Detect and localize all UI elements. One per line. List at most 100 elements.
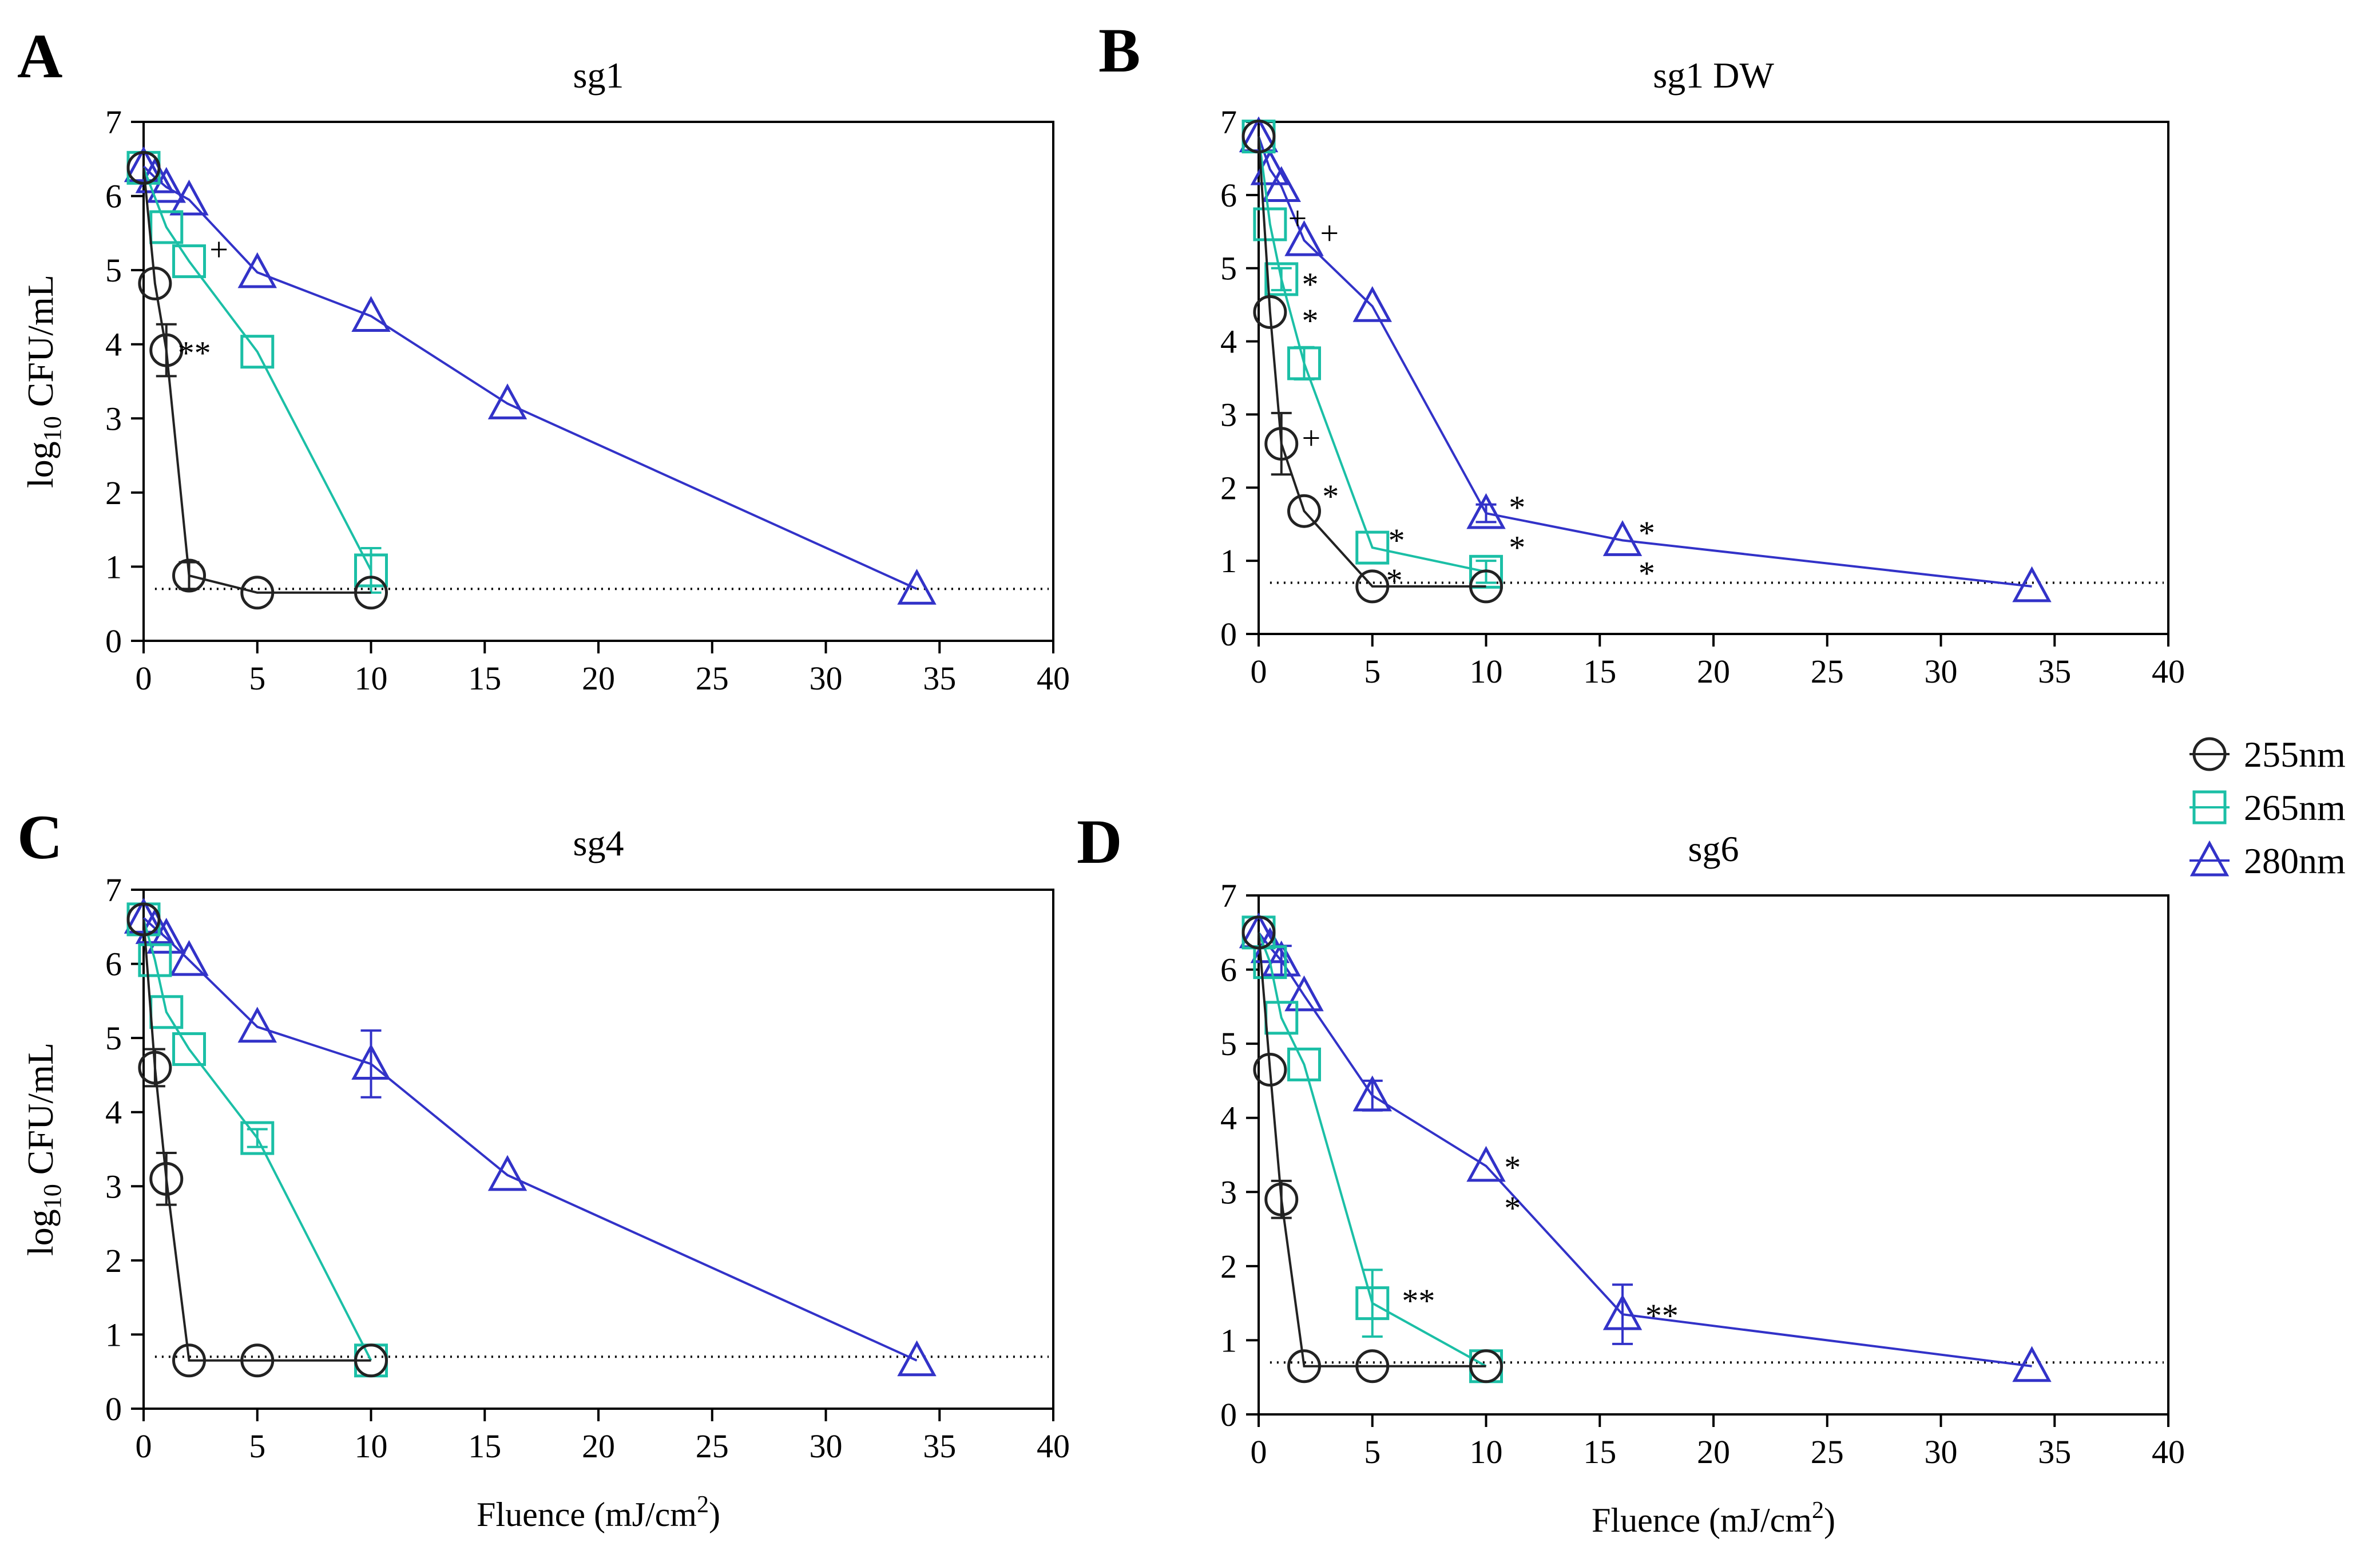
series-280nm <box>124 898 937 1377</box>
data-point <box>149 333 184 367</box>
data-point <box>351 1044 391 1080</box>
y-tick-label: 4 <box>1220 323 1237 360</box>
x-tick-label: 20 <box>582 660 615 697</box>
legend-label: 255nm <box>2244 734 2346 775</box>
data-point <box>1264 262 1299 296</box>
data-point <box>1355 530 1390 565</box>
plot-frame <box>142 889 1054 1410</box>
data-point <box>237 252 277 288</box>
data-point <box>897 1340 937 1377</box>
data-point <box>1352 286 1392 322</box>
x-tick-label: 30 <box>1925 1433 1958 1470</box>
series-255nm <box>1241 120 1503 604</box>
y-tick-label: 4 <box>105 326 122 363</box>
y-tick-label: 7 <box>1220 877 1237 914</box>
series-line <box>1258 932 1486 1367</box>
data-point <box>240 1121 275 1155</box>
data-point <box>1602 1294 1643 1330</box>
data-point <box>1602 520 1643 556</box>
y-tick-label: 3 <box>1220 396 1237 433</box>
panel-letter: B <box>1098 15 1140 85</box>
series-265nm <box>1241 915 1503 1383</box>
data-point <box>1287 1349 1321 1383</box>
plot-frame <box>142 121 1054 642</box>
legend-marker <box>2189 840 2230 877</box>
significance-mark: + <box>209 231 228 268</box>
series-265nm <box>1241 120 1503 589</box>
x-tick-label: 15 <box>1583 653 1616 690</box>
data-point <box>1355 1286 1390 1321</box>
data-point <box>138 266 172 300</box>
data-point <box>1253 295 1287 329</box>
data-point <box>240 335 275 369</box>
y-tick-label: 5 <box>1220 250 1237 287</box>
series-line <box>142 919 372 1361</box>
x-tick-label: 30 <box>1925 653 1958 690</box>
y-tick-label: 6 <box>105 946 122 983</box>
y-tick-label: 5 <box>105 1020 122 1057</box>
significance-mark: * <box>1322 478 1339 515</box>
series-line <box>142 165 918 590</box>
x-tick-label: 30 <box>810 1428 843 1465</box>
panel-title: sg4 <box>573 823 624 863</box>
data-point <box>354 1343 388 1378</box>
significance-mark: * <box>1386 562 1403 599</box>
x-tick-label: 0 <box>136 660 152 697</box>
panel-letter: C <box>17 802 62 872</box>
x-tick-label: 35 <box>923 660 956 697</box>
series-line <box>1258 931 2032 1367</box>
data-point <box>1466 1145 1506 1182</box>
x-tick-label: 10 <box>1470 1433 1503 1470</box>
data-point <box>240 576 275 610</box>
x-tick-label: 0 <box>1251 653 1267 690</box>
data-point <box>1262 166 1301 203</box>
series-255nm <box>126 150 388 610</box>
x-tick-label: 25 <box>1811 653 1844 690</box>
y-tick-label: 2 <box>1220 1248 1237 1285</box>
series-255nm <box>126 902 388 1378</box>
y-tick-label: 6 <box>1220 177 1237 214</box>
series-line <box>142 919 371 1362</box>
panel-letter: A <box>17 21 62 91</box>
x-tick-label: 5 <box>249 1428 265 1465</box>
significance-mark: * <box>1639 554 1655 592</box>
y-tick-label: 3 <box>1220 1174 1237 1211</box>
x-axis-label: Fluence (mJ/cm2) <box>477 1492 720 1533</box>
data-point <box>354 553 388 588</box>
data-point <box>1241 915 1276 950</box>
data-point <box>897 569 937 605</box>
legend-marker <box>2192 737 2227 771</box>
data-point <box>1241 120 1276 154</box>
panel-title: sg1 DW <box>1653 55 1774 96</box>
significance-mark: ** <box>1645 1297 1679 1334</box>
data-point <box>126 902 161 937</box>
data-point <box>1469 1349 1503 1383</box>
data-point <box>172 558 206 593</box>
panel-letter: D <box>1077 807 1122 877</box>
x-tick-label: 30 <box>810 660 843 697</box>
data-point <box>354 576 388 610</box>
data-point <box>487 1155 527 1191</box>
series-line <box>1258 136 1486 588</box>
x-tick-label: 40 <box>2152 653 2185 690</box>
data-point <box>1355 1349 1390 1383</box>
x-tick-label: 20 <box>1697 653 1730 690</box>
x-axis-label: Fluence (mJ/cm2) <box>1592 1497 1835 1539</box>
y-tick-label: 0 <box>105 1390 122 1428</box>
data-point <box>1355 569 1390 604</box>
data-point <box>1287 346 1321 380</box>
data-point <box>237 1006 277 1043</box>
data-point <box>1253 1052 1287 1087</box>
y-tick-label: 2 <box>105 1242 122 1279</box>
y-tick-label: 4 <box>1220 1100 1237 1137</box>
x-tick-label: 35 <box>2038 1433 2071 1470</box>
series-280nm <box>124 146 937 605</box>
x-tick-label: 0 <box>136 1428 152 1465</box>
legend-entry-280nm: 280nm <box>2189 840 2346 881</box>
data-point <box>1284 975 1324 1012</box>
x-tick-label: 40 <box>1037 660 1070 697</box>
data-point <box>169 939 209 976</box>
data-point <box>1469 569 1503 604</box>
y-tick-label: 1 <box>1220 1322 1237 1359</box>
